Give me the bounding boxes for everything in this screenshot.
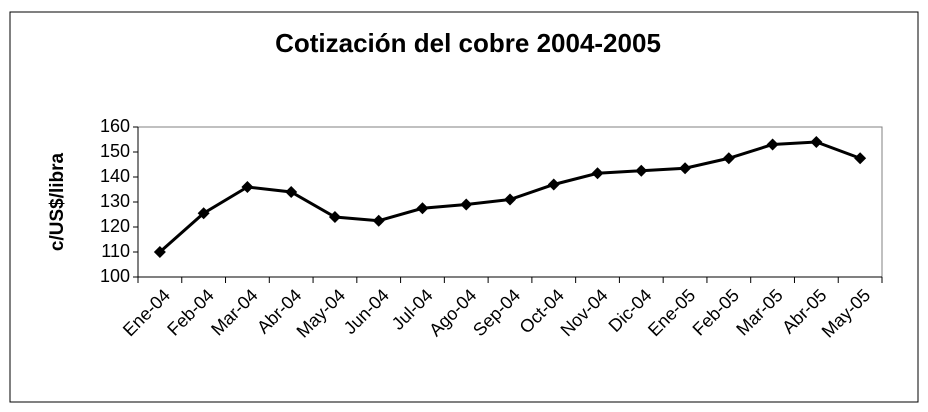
y-tick-label: 160 bbox=[100, 116, 130, 136]
data-point bbox=[328, 211, 341, 223]
y-tick-label: 130 bbox=[100, 191, 130, 211]
data-point bbox=[504, 193, 516, 206]
data-point bbox=[591, 167, 604, 180]
data-point bbox=[722, 152, 735, 165]
y-axis-label: c/US$/libra bbox=[47, 152, 68, 251]
data-point bbox=[854, 152, 867, 165]
data-point bbox=[372, 214, 385, 227]
data-point bbox=[460, 198, 473, 211]
y-tick-label: 140 bbox=[100, 166, 130, 186]
data-point bbox=[547, 178, 560, 191]
data-point bbox=[416, 202, 429, 215]
y-tick-label: 150 bbox=[100, 141, 130, 161]
y-tick-label: 120 bbox=[100, 216, 130, 236]
data-point bbox=[635, 164, 648, 177]
chart-title: Cotización del cobre 2004-2005 bbox=[275, 28, 661, 58]
data-point bbox=[241, 181, 254, 193]
data-point bbox=[285, 186, 298, 198]
y-tick-label: 100 bbox=[100, 266, 130, 286]
data-point bbox=[153, 246, 166, 258]
data-point bbox=[679, 162, 692, 175]
y-tick-label: 110 bbox=[101, 241, 130, 261]
data-point bbox=[197, 207, 210, 220]
data-point bbox=[766, 138, 779, 151]
data-point bbox=[810, 136, 823, 148]
